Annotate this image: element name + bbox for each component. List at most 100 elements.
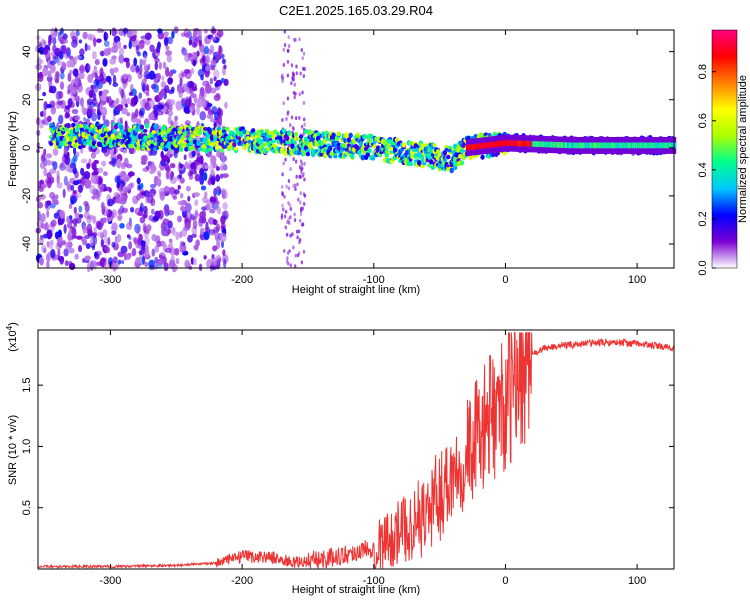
heatmap-noise-cell [163, 37, 169, 47]
heatmap-noise-cell [216, 239, 221, 250]
heatmap-noise-cell [193, 38, 198, 48]
heatmap-noise-cell [191, 233, 197, 238]
heatmap-noise-cell [46, 230, 53, 240]
heatmap-noise-cell [288, 220, 291, 225]
heatmap-core-cell [569, 142, 573, 149]
colorbar-tick-label: 0.4 [697, 162, 709, 177]
heatmap-core-cell [593, 142, 596, 149]
heatmap-core-cell [469, 144, 473, 151]
heatmap-noise-cell [40, 154, 46, 163]
heatmap-noise-cell [96, 231, 104, 237]
heatmap-noise-cell [204, 84, 212, 94]
heatmap-noise-cell [90, 72, 96, 78]
heatmap-core-cell [526, 140, 529, 147]
heatmap-noise-cell [82, 258, 86, 263]
heatmap-noise-cell [143, 54, 147, 64]
heatmap-noise-cell [293, 264, 297, 269]
heatmap-noise-cell [93, 260, 98, 270]
heatmap-core-cell [562, 142, 565, 148]
heatmap-ridge-cell [211, 142, 216, 147]
heatmap-noise-cell [87, 33, 93, 41]
heatmap-noise-cell [138, 240, 142, 250]
heatmap-core-cell [629, 142, 632, 149]
heatmap-noise-cell [54, 231, 60, 240]
heatmap-ridge-cell [78, 145, 83, 150]
heatmap-noise-cell [68, 247, 75, 254]
heatmap-ridge-cell [189, 139, 194, 146]
heatmap-noise-cell [173, 189, 180, 195]
heatmap-noise-cell [179, 163, 184, 169]
heatmap-noise-cell [222, 249, 226, 257]
heatmap-noise-cell [149, 183, 157, 189]
heatmap-noise-cell [37, 72, 44, 83]
heatmap-noise-cell [204, 70, 210, 78]
heatmap-core-cell [576, 142, 579, 149]
heatmap-noise-cell [105, 246, 111, 254]
heatmap-core-cell [506, 140, 509, 146]
heatmap-noise-cell [301, 56, 304, 61]
heatmap-core-cell [618, 142, 621, 149]
heatmap-ridge-cell [107, 131, 112, 137]
heatmap-noise-cell [219, 232, 227, 243]
heatmap-noise-cell [56, 170, 60, 180]
heatmap-noise-cell [213, 226, 220, 233]
heatmap-noise-cell [175, 100, 183, 111]
heatmap-core-cell [523, 140, 527, 147]
heatmap-noise-cell [287, 217, 290, 222]
heatmap-noise-cell [126, 184, 132, 190]
heatmap-noise-cell [282, 47, 285, 52]
heatmap-noise-cell [42, 110, 47, 117]
heatmap-noise-cell [101, 160, 107, 167]
heatmap-noise-cell [133, 30, 138, 35]
heatmap-noise-cell [163, 205, 170, 215]
heatmap-noise-cell [210, 117, 214, 123]
heatmap-noise-cell [119, 147, 124, 152]
heatmap-noise-cell [79, 48, 85, 57]
heatmap-ridge-cell [401, 142, 406, 148]
heatmap-ridge-cell [271, 134, 276, 140]
heatmap-noise-cell [93, 37, 97, 47]
heatmap-core-cell [575, 142, 578, 149]
heatmap-noise-cell [144, 249, 150, 258]
heatmap-noise-cell [86, 162, 91, 170]
heatmap-noise-cell [167, 89, 175, 95]
heatmap-ridge-cell [452, 165, 458, 170]
heatmap-core-cell [485, 142, 488, 149]
heatmap-noise-cell [83, 234, 91, 240]
heatmap-noise-cell [204, 226, 211, 232]
heatmap-ridge-cell [449, 163, 454, 168]
heatmap-noise-cell [63, 175, 68, 186]
heatmap-ridge-cell [172, 127, 177, 132]
heatmap-noise-cell [117, 251, 125, 258]
heatmap-noise-cell [214, 82, 220, 88]
heatmap-noise-cell [299, 191, 302, 196]
heatmap-noise-cell [69, 116, 73, 122]
heatmap-noise-cell [221, 211, 226, 217]
heatmap-noise-cell [162, 218, 170, 225]
heatmap-noise-cell [187, 234, 193, 243]
heatmap-ridge-cell [208, 147, 213, 152]
heatmap-noise-cell [201, 80, 207, 87]
heatmap-noise-cell [295, 174, 298, 179]
heatmap-noise-cell [195, 29, 202, 36]
heatmap-noise-cell [70, 184, 75, 191]
heatmap-noise-cell [107, 257, 114, 266]
heatmap-noise-cell [84, 178, 92, 189]
heatmap-noise-cell [205, 65, 210, 72]
heatmap-noise-cell [194, 199, 199, 207]
heatmap-noise-cell [289, 207, 293, 212]
heatmap-noise-cell [140, 35, 147, 40]
heatmap-noise-cell [221, 173, 229, 178]
heatmap-noise-cell [303, 177, 306, 182]
heatmap-noise-cell [302, 131, 305, 136]
heatmap-ridge-cell [187, 125, 193, 130]
heatmap-noise-cell [69, 262, 76, 271]
snr-frame [37, 329, 675, 570]
heatmap-core-cell [535, 141, 538, 147]
heatmap-core-cell [544, 141, 548, 148]
heatmap-ridge-cell [420, 157, 425, 163]
heatmap-noise-cell [50, 248, 56, 259]
heatmap-core-cell [543, 141, 546, 148]
heatmap-noise-cell [86, 215, 92, 224]
heatmap-noise-cell [50, 64, 56, 74]
